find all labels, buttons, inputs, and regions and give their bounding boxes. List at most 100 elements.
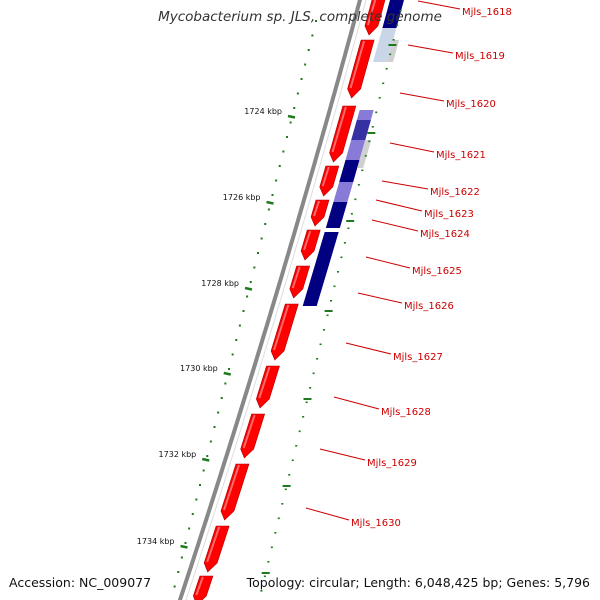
gene-label-leader — [319, 448, 366, 461]
outer-ruler-dot — [309, 387, 312, 389]
outer-ruler-dot — [343, 242, 346, 244]
outer-ruler-dot — [323, 329, 326, 331]
gene-arrow-highlight — [258, 366, 271, 399]
ruler-dot — [242, 310, 245, 312]
ruler-dot — [184, 542, 187, 544]
ruler-dot — [177, 571, 180, 573]
ruler-tick-label: 1724 kbp — [244, 107, 282, 116]
outer-ruler-dot — [340, 256, 343, 259]
gene-label: Mjls_1622 — [430, 187, 480, 198]
ruler-major-tick — [223, 371, 232, 376]
outer-ruler-tick — [282, 485, 291, 487]
outer-ruler-dot — [319, 343, 322, 346]
gene-label: Mjls_1619 — [455, 51, 505, 62]
ruler-tick-label: 1730 kbp — [180, 364, 218, 373]
ruler-dot — [224, 382, 227, 385]
gene-label: Mjls_1630 — [351, 518, 401, 529]
outer-ruler-dot — [298, 430, 301, 433]
ruler-dot — [246, 295, 249, 298]
gene-arrow — [240, 413, 266, 459]
gene-arrow — [364, 0, 386, 36]
gene-arrow — [270, 303, 299, 361]
ruler-dot — [271, 194, 274, 196]
outer-ruler-dot — [399, 10, 402, 12]
expression-block — [325, 202, 348, 228]
ruler-major-tick — [180, 544, 188, 549]
outer-ruler-dot — [291, 459, 294, 462]
gene-label: Mjls_1623 — [424, 209, 474, 220]
outer-ruler-dot — [357, 184, 360, 186]
gene-arrow-highlight — [206, 526, 221, 563]
gene-label: Mjls_1620 — [446, 99, 496, 110]
outer-ruler-tick — [367, 132, 376, 134]
ruler-dot — [220, 397, 223, 399]
outer-ruler-dot — [336, 271, 339, 273]
outer-ruler-dot — [368, 140, 371, 143]
ruler-dot — [278, 165, 281, 167]
ruler-track: 1724 kbp 1726 kbp 1728 kbp 1730 kbp 1732 kbp… — [137, 10, 402, 592]
expression-block — [373, 28, 397, 62]
outer-ruler-dot — [281, 503, 284, 505]
outer-ruler-dot — [260, 590, 263, 592]
outer-ruler-dot — [302, 416, 305, 418]
outer-ruler-dot — [364, 155, 367, 157]
gene-arrow — [329, 105, 357, 163]
ruler-dot — [235, 339, 238, 341]
ruler-dot — [249, 281, 252, 283]
outer-ruler-dot — [277, 517, 280, 520]
outer-ruler-dot — [378, 97, 381, 99]
ruler-dot — [296, 92, 299, 95]
gene-arrow-highlight — [366, 0, 377, 26]
gene-arrow-highlight — [291, 266, 301, 289]
outer-ruler-dot — [350, 213, 353, 215]
outer-ruler-tick — [303, 398, 312, 400]
gene-label: Mjls_1625 — [412, 266, 462, 277]
outer-ruler-dot — [312, 372, 315, 375]
gene-arrow — [347, 39, 375, 99]
outer-ruler-tick — [261, 572, 270, 574]
backbone-inner-line — [185, 0, 367, 600]
gene-label-leader — [365, 256, 411, 269]
accession-text: Accession: NC_009077 — [9, 575, 152, 590]
ruler-dot — [286, 136, 288, 138]
map-title: Mycobacterium sp. JLS, complete genome — [158, 9, 442, 25]
ruler-dot — [231, 353, 234, 356]
outer-ruler-tick — [324, 310, 333, 312]
outer-ruler-dot — [270, 546, 273, 549]
gene-arrow-highlight — [321, 166, 330, 187]
outer-ruler-dot — [361, 169, 364, 172]
ruler-dot — [307, 49, 310, 51]
outer-ruler-dot — [371, 126, 374, 128]
genome-summary-text: Topology: circular; Length: 6,048,425 bp… — [246, 575, 590, 590]
ruler-dot — [228, 368, 230, 370]
outer-ruler-dot — [347, 227, 350, 230]
gene-label-leader — [375, 199, 423, 212]
gene-label-leader — [305, 507, 350, 521]
outer-ruler-dot — [396, 24, 399, 27]
ruler-tick-label: 1726 kbp — [223, 193, 261, 202]
genome-backbone — [177, 0, 367, 600]
ruler-dot — [188, 527, 191, 530]
gene-arrow — [289, 265, 311, 299]
outer-ruler-dot — [316, 358, 319, 360]
gene-label: Mjls_1628 — [381, 407, 431, 418]
gene-label: Mjls_1629 — [367, 458, 417, 469]
ruler-tick-label: 1728 kbp — [201, 279, 239, 288]
outer-ruler-dot — [375, 111, 378, 114]
gene-arrow-highlight — [223, 464, 240, 511]
gene-labels: Mjls_1618 Mjls_1619 Mjls_1620 Mjls_1621 Mjls… — [305, 0, 512, 529]
ruler-dot — [206, 455, 209, 457]
ruler-major-tick — [287, 114, 296, 119]
expression-block — [351, 120, 371, 140]
gene-label-leader — [381, 180, 429, 190]
gene-arrow — [310, 199, 330, 227]
outer-ruler-dot — [305, 401, 308, 404]
ruler-dot — [289, 121, 292, 124]
ruler-major-tick — [244, 286, 253, 291]
gene-arrow-highlight — [331, 106, 347, 153]
outer-ruler-tick — [388, 44, 397, 46]
outer-ruler-dot — [333, 285, 336, 288]
gene-label-leader — [407, 44, 454, 54]
gene-arrow-highlight — [242, 414, 256, 449]
outer-ruler-dot — [389, 53, 392, 56]
